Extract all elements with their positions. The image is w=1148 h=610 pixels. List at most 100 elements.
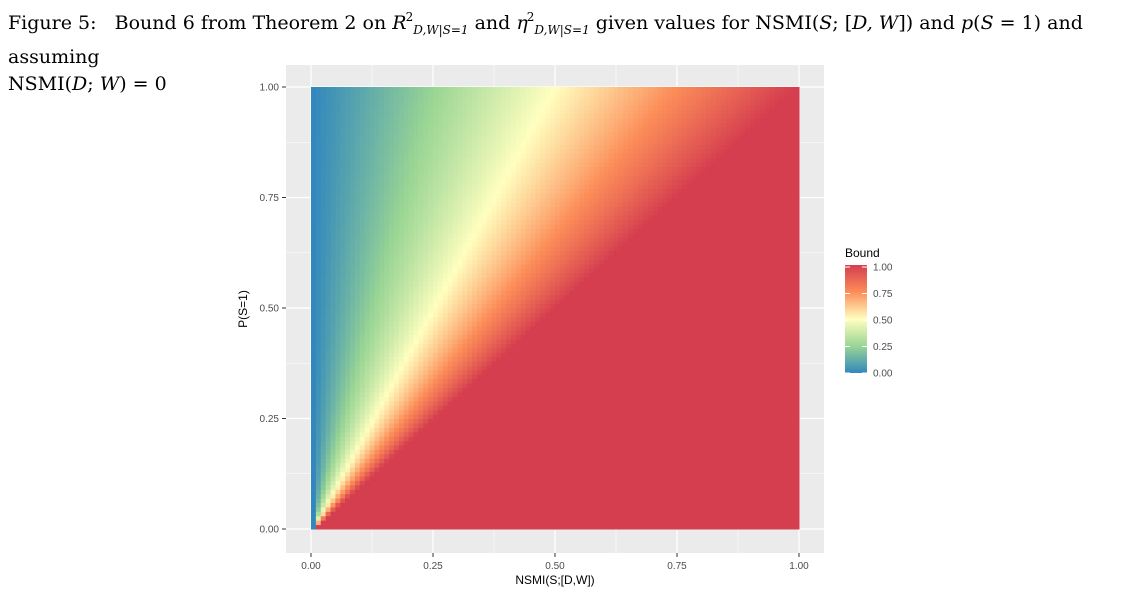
heatmap-cell xyxy=(384,462,390,468)
heatmap-cell xyxy=(608,391,615,397)
heatmap-cell xyxy=(574,334,580,340)
heatmap-cell xyxy=(706,480,712,486)
heatmap-cell xyxy=(584,445,590,450)
heatmap-cell xyxy=(623,449,629,455)
heatmap-cell xyxy=(506,343,512,349)
heatmap-cell xyxy=(774,506,780,512)
heatmap-cell xyxy=(647,414,654,419)
heatmap-cell xyxy=(403,449,410,455)
heatmap-cell xyxy=(774,418,780,424)
heatmap-cell xyxy=(774,422,780,428)
heatmap-cell xyxy=(379,458,385,464)
heatmap-cell xyxy=(662,475,668,481)
heatmap-cell xyxy=(550,431,556,437)
heatmap-cell xyxy=(530,414,536,419)
heatmap-cell xyxy=(652,378,658,384)
heatmap-cell xyxy=(545,484,551,490)
heatmap-cell xyxy=(686,524,693,530)
heatmap-cell xyxy=(716,378,722,384)
heatmap-cell xyxy=(325,308,332,313)
heatmap-cell xyxy=(711,383,717,389)
heatmap-cell xyxy=(677,515,683,521)
heatmap-cell xyxy=(413,330,419,336)
heatmap-cell xyxy=(379,484,385,490)
heatmap-cell xyxy=(481,378,488,384)
heatmap-cell xyxy=(447,391,454,397)
heatmap-cell xyxy=(725,334,732,340)
heatmap-cell xyxy=(589,347,595,353)
heatmap-cell xyxy=(647,445,654,450)
heatmap-cell xyxy=(647,524,654,530)
heatmap-cell xyxy=(403,427,410,433)
heatmap-cell xyxy=(481,458,488,464)
heatmap-cell xyxy=(691,409,698,415)
heatmap-cell xyxy=(584,312,590,318)
heatmap-cell xyxy=(515,515,522,521)
heatmap-cell xyxy=(774,502,780,508)
heatmap-cell xyxy=(584,524,590,530)
heatmap-cell xyxy=(442,321,449,327)
heatmap-cell xyxy=(750,387,756,393)
heatmap-cell xyxy=(745,361,751,366)
heatmap-cell xyxy=(354,378,361,384)
heatmap-cell xyxy=(535,471,541,477)
heatmap-cell xyxy=(633,484,639,490)
heatmap-cell xyxy=(706,427,712,433)
heatmap-cell xyxy=(789,316,795,322)
heatmap-cell xyxy=(706,321,712,327)
heatmap-cell xyxy=(520,453,527,459)
heatmap-cell xyxy=(530,418,536,424)
heatmap-cell xyxy=(496,449,502,455)
heatmap-cell xyxy=(428,352,434,358)
heatmap-cell xyxy=(652,453,658,459)
heatmap-cell xyxy=(794,365,800,371)
heatmap-cell xyxy=(603,325,610,331)
heatmap-cell xyxy=(437,378,444,384)
heatmap-cell xyxy=(423,361,429,366)
heatmap-cell xyxy=(511,409,517,415)
heatmap-cell xyxy=(730,449,737,455)
heatmap-cell xyxy=(418,520,424,526)
heatmap-cell xyxy=(608,498,615,503)
heatmap-cell xyxy=(496,480,502,486)
heatmap-cell xyxy=(403,440,410,446)
heatmap-cell xyxy=(447,374,454,380)
heatmap-cell xyxy=(515,347,522,353)
heatmap-cell xyxy=(589,427,595,433)
heatmap-cell xyxy=(350,445,356,450)
heatmap-cell xyxy=(506,391,512,397)
heatmap-cell xyxy=(315,462,322,468)
heatmap-cell xyxy=(496,453,502,459)
heatmap-cell xyxy=(677,409,683,415)
heatmap-cell xyxy=(764,418,771,424)
heatmap-cell xyxy=(520,338,527,344)
heatmap-cell xyxy=(364,405,371,411)
heatmap-cell xyxy=(350,520,356,526)
heatmap-cell xyxy=(364,343,371,349)
heatmap-cell xyxy=(657,458,663,464)
heatmap-cell xyxy=(686,418,693,424)
heatmap-cell xyxy=(447,502,454,508)
heatmap-cell xyxy=(389,453,395,459)
heatmap-cell xyxy=(540,409,546,415)
heatmap-cell xyxy=(506,445,512,450)
heatmap-cell xyxy=(535,418,541,424)
heatmap-cell xyxy=(647,409,654,415)
heatmap-cell xyxy=(520,458,527,464)
heatmap-cell xyxy=(408,338,414,344)
heatmap-cell xyxy=(403,462,410,468)
heatmap-cell xyxy=(340,308,346,313)
heatmap-cell xyxy=(681,422,688,428)
heatmap-cell xyxy=(613,484,619,490)
heatmap-cell xyxy=(598,312,605,318)
heatmap-cell xyxy=(345,493,351,499)
heatmap-cell xyxy=(413,489,419,495)
heatmap-cell xyxy=(769,347,776,353)
heatmap-cell xyxy=(735,330,741,336)
heatmap-cell xyxy=(633,321,639,327)
heatmap-cell xyxy=(384,387,390,393)
heatmap-cell xyxy=(618,352,624,358)
heatmap-cell xyxy=(413,511,419,517)
heatmap-cell xyxy=(735,427,741,433)
heatmap-cell xyxy=(311,356,317,362)
